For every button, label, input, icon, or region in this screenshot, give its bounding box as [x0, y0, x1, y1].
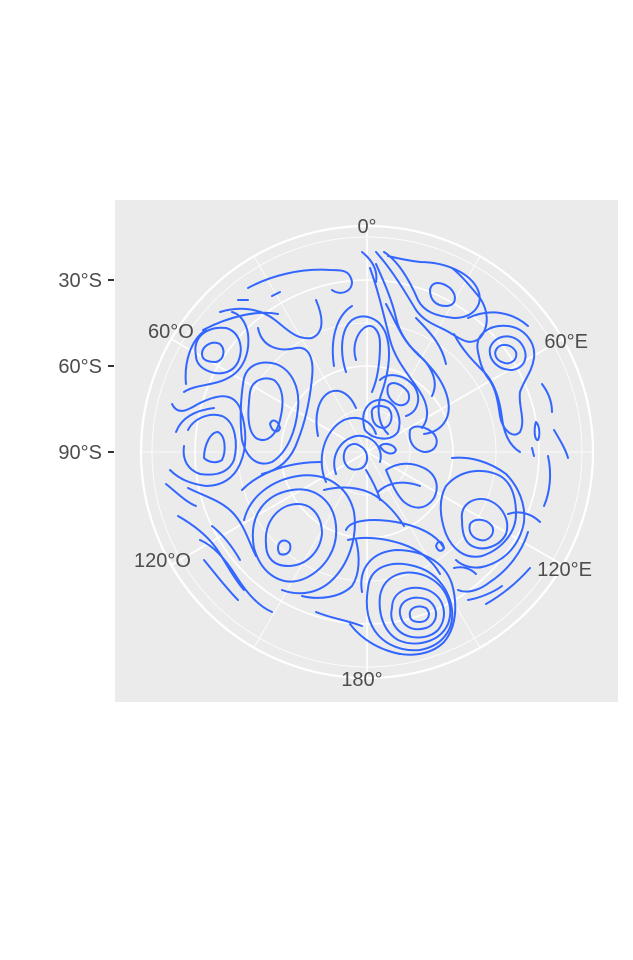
contour-line — [201, 341, 225, 363]
contour-line — [398, 596, 437, 631]
latitude-label: 90°S — [58, 442, 102, 464]
contour-line — [177, 515, 245, 591]
contour-line — [467, 585, 503, 601]
longitude-label: 60°O — [148, 321, 194, 343]
contour-line — [203, 431, 226, 464]
contour-line — [408, 605, 430, 623]
contour-line — [468, 518, 494, 542]
latitude-label: 30°S — [58, 270, 102, 292]
contour-line — [451, 456, 526, 569]
contour-line — [239, 361, 300, 465]
contour-line — [264, 503, 323, 567]
contour-line — [370, 405, 393, 429]
contour-line — [453, 333, 521, 453]
latitude-label: 60°S — [58, 356, 102, 378]
contour-line — [507, 511, 541, 523]
contour-line — [241, 461, 323, 491]
longitude-gridline — [366, 451, 481, 648]
contour-line — [543, 455, 552, 507]
contour-line — [383, 251, 481, 319]
contour-line — [429, 282, 456, 307]
contour-line — [494, 344, 518, 365]
contour-line — [453, 566, 477, 575]
contour-line — [533, 421, 541, 441]
contour-line — [257, 327, 314, 475]
contour-line — [342, 442, 368, 471]
contour-line — [187, 487, 257, 557]
contour-line — [333, 434, 382, 475]
contour-line — [211, 525, 241, 561]
contour-line — [269, 419, 281, 433]
contour-line — [169, 395, 247, 487]
contour-line — [365, 562, 454, 652]
latitude-axis: 30°S 60°S 90°S — [58, 270, 114, 464]
contour-line — [315, 389, 357, 437]
contour-line — [385, 303, 450, 435]
longitude-gridline — [366, 451, 564, 566]
contour-line — [379, 442, 397, 455]
contour-line — [531, 447, 535, 457]
axis-labels: 0° 60°E 120°E 180° 120°O 60°O — [134, 216, 592, 691]
contour-line — [541, 383, 553, 413]
contour-line — [184, 329, 207, 385]
contour-line — [485, 567, 531, 605]
contour-line — [439, 469, 517, 558]
contour-line — [243, 474, 356, 595]
contour-line — [369, 267, 428, 429]
contour-line — [362, 398, 401, 440]
contour-line — [361, 251, 378, 283]
contour-line — [175, 407, 215, 433]
contour-line — [331, 305, 353, 367]
contour-line — [349, 623, 401, 655]
contour-line — [202, 311, 279, 331]
contour-line — [247, 268, 353, 294]
contour-line — [488, 335, 527, 371]
contour-line — [347, 536, 441, 575]
contour-line — [360, 549, 457, 656]
contour-line — [385, 462, 438, 509]
contour-line — [375, 251, 488, 343]
contour-line — [467, 311, 529, 327]
contour-line — [251, 488, 338, 583]
contour-line — [353, 325, 381, 393]
longitude-label: 180° — [341, 669, 382, 691]
contour-line — [301, 539, 360, 599]
longitude-label: 60°E — [544, 331, 588, 353]
contour-line — [345, 519, 445, 549]
contour-line — [386, 382, 410, 407]
contour-line — [378, 571, 452, 645]
contour-line — [323, 486, 405, 527]
contour-line — [408, 425, 438, 453]
longitude-gridline — [253, 451, 368, 648]
longitude-gridline — [366, 256, 481, 453]
contour-line — [271, 291, 281, 297]
contour-line — [199, 539, 273, 613]
contour-line — [203, 559, 239, 601]
contour-line — [457, 531, 529, 593]
contour-line — [341, 315, 390, 435]
contour-line — [415, 317, 447, 365]
contour-line — [460, 498, 509, 550]
longitude-label: 120°E — [537, 559, 592, 581]
contour-line — [315, 611, 363, 627]
contour-line — [219, 299, 323, 340]
contour-line — [390, 586, 445, 639]
contour-line — [165, 483, 197, 507]
longitude-label: 0° — [357, 216, 376, 238]
contour-line — [183, 311, 250, 393]
contour-line — [377, 481, 421, 493]
longitude-gridline — [366, 338, 564, 453]
contour-line — [277, 539, 292, 556]
contour-line — [194, 326, 242, 375]
contour-lines — [165, 251, 569, 656]
longitude-label: 120°O — [134, 550, 191, 572]
contour-line — [379, 374, 420, 417]
contour-line — [182, 413, 237, 476]
contour-line — [553, 429, 569, 459]
contour-line — [247, 377, 284, 441]
